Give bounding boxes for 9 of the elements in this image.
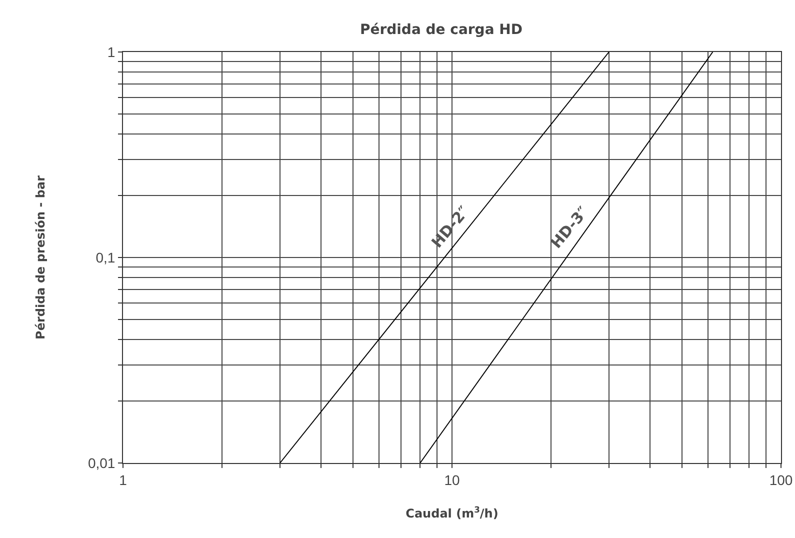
x-axis-title: Caudal (m$^{3}$/h) [406, 504, 498, 521]
y-tick-label: 0,01 [88, 454, 116, 471]
y-axis-title: Pérdida de presión - bar [33, 175, 48, 340]
chart-title: Pérdida de carga HD [360, 22, 522, 38]
y-tick-label: 0,1 [96, 249, 116, 266]
x-tick-label: 10 [444, 472, 460, 488]
y-tick-label: 1 [107, 44, 116, 60]
x-tick-label: 100 [769, 472, 793, 488]
x-tick-label: 1 [119, 472, 128, 488]
